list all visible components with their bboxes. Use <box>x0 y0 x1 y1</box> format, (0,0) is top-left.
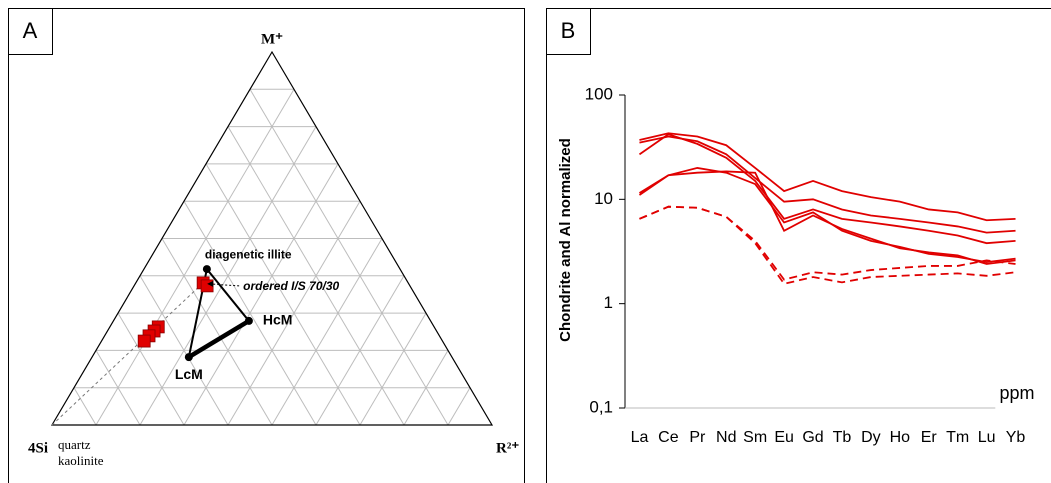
series-line <box>639 205 1016 281</box>
panel-b-frame <box>546 8 1051 483</box>
x-tick-label: Ho <box>890 429 911 446</box>
y-tick-label: 0,1 <box>589 397 613 416</box>
grid-line <box>139 275 229 426</box>
grid-line <box>183 163 339 426</box>
grid-line <box>359 312 427 426</box>
end-member <box>244 316 253 325</box>
end-member <box>202 265 211 274</box>
grid-line <box>249 89 449 426</box>
grid-line <box>95 89 295 426</box>
end-member-label: LcM <box>175 366 203 382</box>
x-tick-label: Ce <box>658 429 679 446</box>
ternary-frame <box>50 50 494 426</box>
end-member <box>184 353 193 362</box>
grid-line <box>73 387 97 426</box>
grid-line <box>403 350 449 426</box>
sample-marker <box>137 334 151 348</box>
x-tick-label: La <box>631 429 649 446</box>
x-axis-label: ppm <box>999 383 1034 403</box>
tie-line <box>187 319 251 360</box>
grid-line <box>205 163 361 426</box>
x-tick-label: Lu <box>978 429 996 446</box>
y-tick-label: 100 <box>585 84 613 103</box>
x-tick-label: Nd <box>716 429 736 446</box>
panel-a-frame <box>8 8 525 483</box>
annotation: ordered I/S 70/30 <box>243 279 339 293</box>
x-tick-label: Tb <box>833 429 852 446</box>
grid-line <box>95 350 141 426</box>
corner-note: kaolinite <box>58 453 104 468</box>
tie-line <box>206 268 250 322</box>
grid-line <box>117 312 185 426</box>
vertex-label: R²⁺ <box>496 440 519 456</box>
x-tick-label: Tm <box>946 429 969 446</box>
panel-label: B <box>561 18 576 43</box>
x-tick-label: Gd <box>802 429 823 446</box>
x-tick-label: Er <box>921 429 938 446</box>
corner-note: quartz <box>58 437 91 452</box>
series-line <box>639 135 1016 234</box>
vertex-label: M⁺ <box>261 31 283 47</box>
grid-line <box>315 275 405 426</box>
x-tick-label: Yb <box>1006 429 1026 446</box>
x-tick-label: Dy <box>861 429 881 446</box>
panel-a-label-box <box>8 8 53 55</box>
panel-label: A <box>23 18 38 43</box>
grid-line <box>447 387 471 426</box>
annotation-arrow <box>209 283 240 287</box>
x-tick-label: Pr <box>689 429 706 446</box>
annotation-arrowhead <box>207 280 214 287</box>
series-line <box>638 170 1016 265</box>
end-member-label: HcM <box>263 312 293 328</box>
grid-line <box>271 238 383 426</box>
vertex-label: 4Si <box>28 440 48 456</box>
y-tick-label: 10 <box>594 189 613 208</box>
y-axis-label: Chondrite and Al normalized <box>557 138 574 342</box>
series-line <box>639 132 1016 222</box>
mixing-line <box>51 282 204 426</box>
grid-line <box>161 238 273 426</box>
series-line <box>639 205 1016 285</box>
series-line <box>638 133 1016 245</box>
panel-b-label-box <box>546 8 591 55</box>
x-tick-label: Sm <box>743 429 767 446</box>
end-member-label: diagenetic illite <box>205 247 292 261</box>
x-tick-label: Eu <box>774 429 794 446</box>
y-tick-label: 1 <box>604 293 613 312</box>
